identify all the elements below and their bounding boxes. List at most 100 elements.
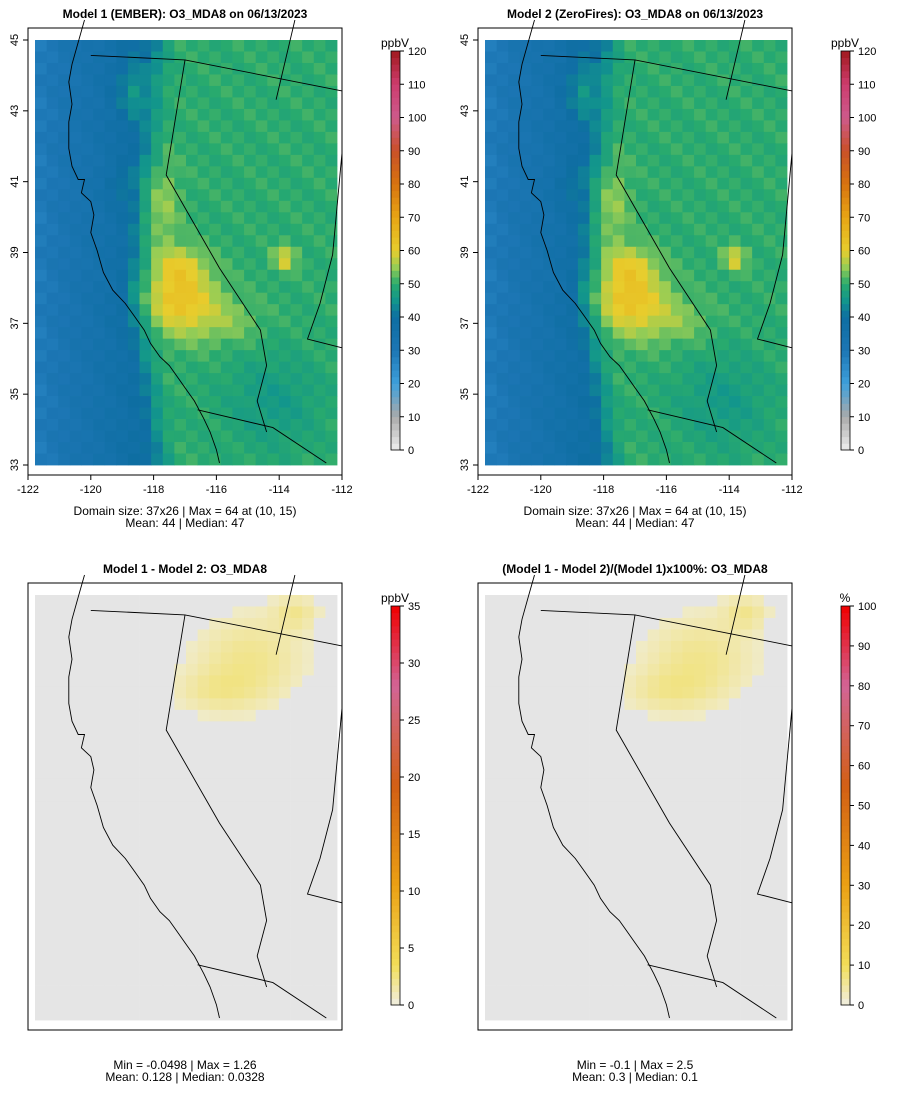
heatmap-cell [636, 189, 649, 202]
heatmap-cell [325, 790, 338, 803]
heatmap-cell [220, 97, 233, 110]
heatmap-cell [255, 595, 268, 607]
heatmap-cell [220, 1008, 233, 1021]
heatmap-cell [81, 212, 94, 225]
heatmap-cell [601, 177, 614, 190]
heatmap-cell [209, 51, 222, 64]
heatmap-cell [636, 292, 649, 305]
heatmap-cell [220, 916, 233, 929]
heatmap-cell [589, 778, 602, 791]
heatmap-cell [682, 905, 695, 918]
heatmap-cell [151, 847, 164, 860]
heatmap-cell [659, 40, 672, 52]
heatmap-cell [104, 870, 117, 883]
heatmap-cell [232, 40, 245, 52]
y-tick-label: 43 [9, 105, 21, 117]
heatmap-cell [325, 652, 338, 665]
heatmap-cell [290, 407, 303, 420]
heatmap-cell [278, 269, 291, 282]
heatmap-cell [81, 430, 94, 443]
heatmap-cell [705, 721, 718, 734]
heatmap-cell [186, 350, 199, 363]
heatmap-cell [302, 813, 315, 826]
x-tick-label: -112 [781, 484, 802, 496]
heatmap-cell [485, 166, 498, 179]
heatmap-cell [197, 962, 210, 975]
colorbar-segment [841, 303, 850, 311]
heatmap-cell [682, 755, 695, 768]
heatmap-cell [624, 836, 637, 849]
heatmap-cell [244, 51, 257, 64]
heatmap-cell [151, 292, 164, 305]
heatmap-cell [116, 281, 129, 294]
heatmap-cell [566, 51, 579, 64]
heatmap-cell [325, 281, 338, 294]
heatmap-cell [554, 51, 567, 64]
heatmap-cell [81, 384, 94, 397]
heatmap-cell [566, 327, 579, 340]
heatmap-cell [220, 985, 233, 998]
heatmap-cell [267, 235, 280, 248]
heatmap-cell [717, 177, 730, 190]
heatmap-cell [232, 246, 245, 259]
heatmap-cell [612, 928, 625, 940]
heatmap-cell [694, 74, 707, 87]
heatmap-cell [267, 951, 280, 963]
heatmap-cell [58, 200, 71, 213]
heatmap-cell [752, 212, 765, 225]
heatmap-cell [186, 361, 199, 374]
heatmap-cell [197, 120, 210, 133]
heatmap-cell [313, 384, 326, 397]
heatmap-cell [35, 108, 48, 121]
heatmap-cell [566, 882, 579, 895]
heatmap-cell [35, 453, 48, 466]
heatmap-cell [566, 790, 579, 803]
heatmap-cell [752, 882, 765, 895]
heatmap-cell [589, 595, 602, 607]
heatmap-cell [682, 1008, 695, 1021]
heatmap-cell [496, 327, 509, 340]
heatmap-cell [174, 212, 187, 225]
heatmap-cell [162, 74, 175, 87]
colorbar-segment [391, 825, 400, 833]
heatmap-cell [278, 350, 291, 363]
heatmap-cell [325, 974, 338, 986]
heatmap-cell [589, 442, 602, 454]
colorbar-segment [841, 872, 850, 880]
colorbar-segment [841, 838, 850, 846]
heatmap-cell [244, 327, 257, 340]
heatmap-cell [485, 40, 498, 52]
heatmap-cell [717, 939, 730, 952]
heatmap-cell [174, 916, 187, 929]
heatmap-cell [775, 108, 788, 121]
heatmap-cell [508, 62, 521, 75]
heatmap-cell [151, 384, 164, 397]
heatmap-cell [69, 338, 82, 351]
heatmap-cell [601, 652, 614, 665]
heatmap-cell [670, 315, 683, 328]
colorbar-segment [391, 164, 400, 172]
heatmap-cell [636, 269, 649, 282]
heatmap-cell [244, 177, 257, 190]
heatmap-cell [740, 801, 753, 814]
heatmap-cell [220, 338, 233, 351]
heatmap-cell [244, 732, 257, 745]
heatmap-cell [496, 675, 509, 688]
heatmap-cell [601, 442, 614, 454]
colorbar-segment [841, 57, 850, 65]
heatmap-cell [566, 212, 579, 225]
heatmap-cell [232, 870, 245, 883]
heatmap-cell [566, 836, 579, 849]
heatmap-cell [485, 1008, 498, 1021]
heatmap-cell [519, 327, 532, 340]
plot-frame [477, 582, 793, 1031]
heatmap-cell [325, 373, 338, 385]
heatmap-cell [717, 373, 730, 385]
heatmap-cell [232, 108, 245, 121]
heatmap-cell [775, 97, 788, 110]
heatmap-cell [519, 97, 532, 110]
heatmap-cell [601, 801, 614, 814]
heatmap-cell [624, 189, 637, 202]
heatmap-cell [612, 824, 625, 837]
heatmap-cell [740, 767, 753, 780]
